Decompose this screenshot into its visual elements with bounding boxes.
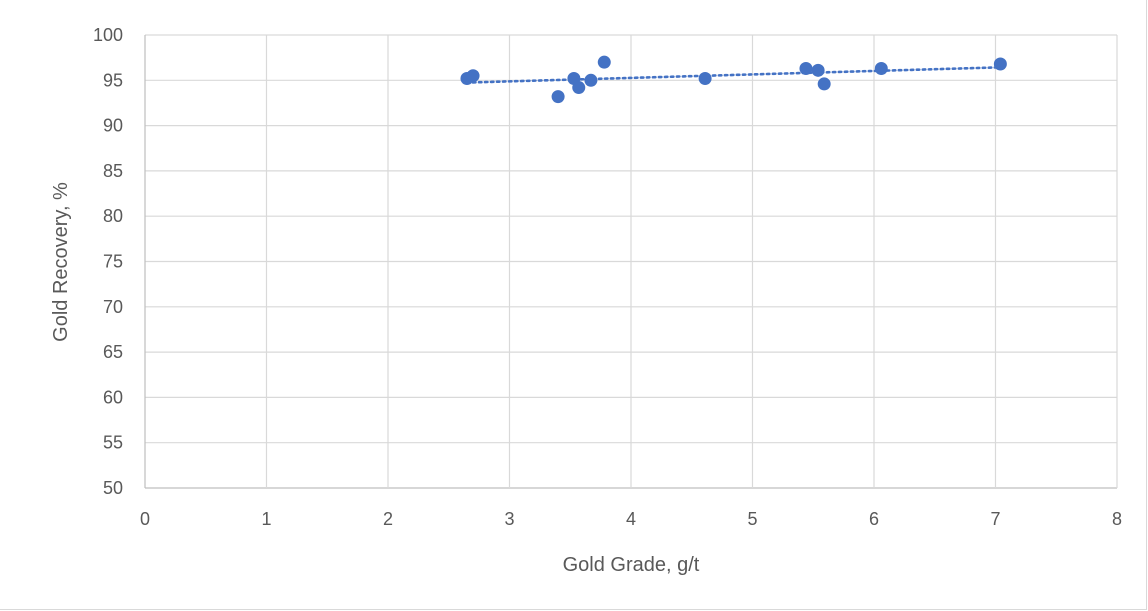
- data-point: [698, 71, 712, 85]
- y-tick-label: 55: [103, 433, 123, 453]
- x-tick-label: 6: [869, 509, 879, 529]
- data-point: [584, 73, 598, 87]
- tick-labels: 50 55 60 65 70 75 80 85 90 95 100 0 1 2 3 4 5 6 7 8: [93, 25, 1122, 529]
- y-axis-title: Gold Recovery, %: [50, 182, 72, 342]
- y-tick-label: 90: [103, 116, 123, 136]
- y-tick-label: 60: [103, 387, 123, 407]
- y-tick-label: 85: [103, 161, 123, 181]
- x-tick-label: 1: [261, 509, 271, 529]
- y-tick-label: 75: [103, 252, 123, 272]
- x-tick-label: 3: [504, 509, 514, 529]
- y-tick-label: 80: [103, 206, 123, 226]
- y-tick-label: 70: [103, 297, 123, 317]
- trendline: [465, 66, 1002, 84]
- data-point: [817, 77, 831, 91]
- data-point: [993, 57, 1007, 71]
- x-tick-label: 5: [747, 509, 757, 529]
- x-axis-title: Gold Grade, g/t: [563, 554, 700, 576]
- trendline-layer: [465, 66, 1002, 84]
- data-point: [572, 81, 586, 95]
- data-point: [597, 55, 611, 69]
- data-point: [811, 63, 825, 77]
- data-points: [460, 55, 1007, 104]
- x-tick-label: 8: [1112, 509, 1122, 529]
- data-point: [874, 62, 888, 76]
- gridlines: [144, 34, 1118, 489]
- y-tick-label: 95: [103, 70, 123, 90]
- data-point: [799, 62, 813, 76]
- x-tick-label: 2: [383, 509, 393, 529]
- y-tick-label: 100: [93, 25, 123, 45]
- y-tick-label: 65: [103, 342, 123, 362]
- x-tick-label: 4: [626, 509, 636, 529]
- x-tick-label: 7: [990, 509, 1000, 529]
- y-tick-label: 50: [103, 478, 123, 498]
- x-tick-label: 0: [140, 509, 150, 529]
- data-point: [551, 90, 565, 104]
- data-point: [466, 69, 480, 83]
